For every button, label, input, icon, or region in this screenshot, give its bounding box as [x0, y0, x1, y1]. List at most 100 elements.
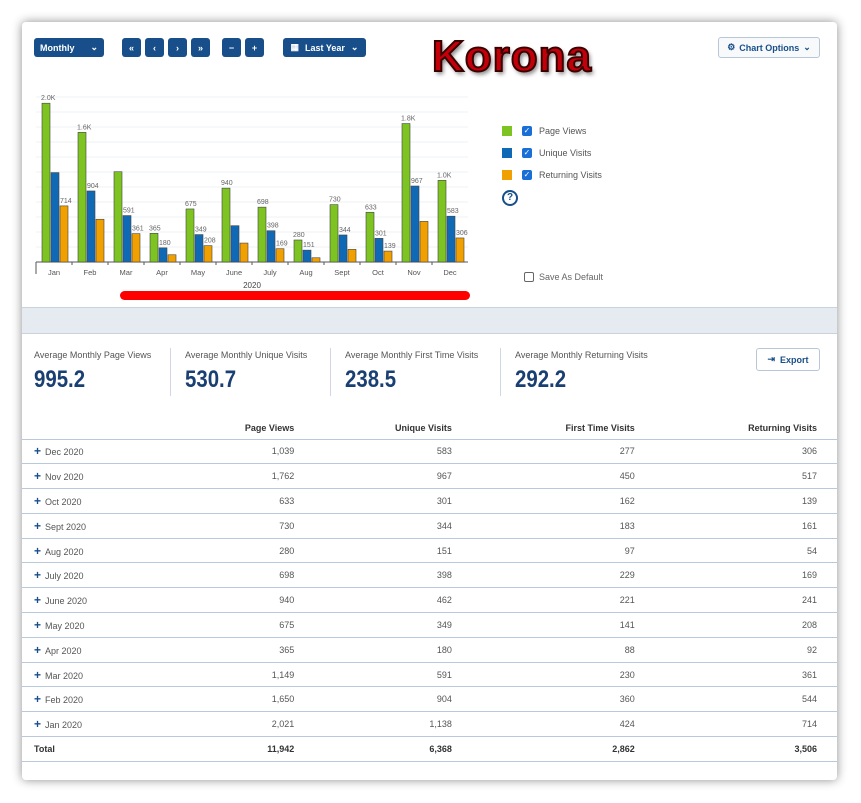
cell: 591: [314, 661, 472, 687]
stat-value: 238.5: [345, 366, 397, 393]
legend-label: Page Views: [539, 126, 587, 136]
help-icon[interactable]: ?: [502, 190, 518, 206]
legend-returning-visits[interactable]: ✓ Returning Visits: [502, 170, 602, 180]
bar-unique-visits: [338, 234, 348, 263]
checkbox-checked-icon[interactable]: ✓: [522, 126, 532, 136]
expand-icon[interactable]: +: [34, 593, 42, 608]
divider: [500, 348, 501, 396]
x-tick-label: Apr: [156, 268, 168, 277]
row-label[interactable]: + Sept 2020: [22, 512, 172, 539]
x-tick-label: July: [263, 268, 277, 277]
swatch: [502, 126, 512, 136]
cell-text: 904: [436, 694, 452, 705]
table-row[interactable]: + Nov 2020 1,762 967 450 517: [22, 463, 837, 489]
expand-icon[interactable]: +: [34, 543, 42, 558]
legend-unique-visits[interactable]: ✓ Unique Visits: [502, 148, 591, 158]
table-row[interactable]: + Dec 2020 1,039 583 277 306: [22, 438, 837, 464]
cell-text: Aug 2020: [45, 546, 84, 557]
table-row[interactable]: + July 2020 698 398 229 169: [22, 562, 837, 588]
zoom-out-button[interactable]: −: [222, 38, 241, 57]
prev-button[interactable]: ‹: [145, 38, 164, 57]
row-label[interactable]: + May 2020: [22, 612, 172, 638]
stat-page-views: Average Monthly Page Views 995.2: [34, 350, 151, 394]
first-button[interactable]: «: [122, 38, 141, 57]
cell-text: 139: [801, 495, 817, 506]
chart-options-label: Chart Options: [739, 42, 800, 53]
data-table: Page Views Unique Visits First Time Visits…: [22, 417, 837, 762]
expand-icon[interactable]: +: [34, 642, 42, 657]
row-label[interactable]: + Oct 2020: [22, 488, 172, 514]
checkbox-checked-icon[interactable]: ✓: [522, 170, 532, 180]
period-label: Monthly: [40, 42, 75, 53]
chart-options-button[interactable]: ⚙ Chart Options ⌄: [718, 37, 820, 58]
table-row[interactable]: + May 2020 675 349 141 208: [22, 612, 837, 638]
bar-page-views: [293, 239, 303, 263]
table-row[interactable]: + Feb 2020 1,650 904 360 544: [22, 686, 837, 712]
cell-text: 1,149: [271, 669, 295, 680]
bar-unique-visits: [302, 249, 312, 263]
cell: 1,149: [172, 661, 315, 687]
expand-icon[interactable]: +: [34, 617, 42, 632]
cell-text: 675: [279, 619, 295, 630]
row-label[interactable]: + Nov 2020: [22, 463, 172, 489]
expand-icon[interactable]: +: [34, 493, 42, 508]
save-default-label: Save As Default: [539, 272, 604, 282]
row-label[interactable]: + Feb 2020: [22, 686, 172, 712]
next-button[interactable]: ›: [168, 38, 187, 57]
cell: 714: [654, 711, 837, 737]
save-as-default-checkbox[interactable]: Save As Default: [524, 272, 603, 282]
checkbox-checked-icon[interactable]: ✓: [522, 148, 532, 158]
cell-text: July 2020: [45, 571, 84, 582]
export-button[interactable]: ⇥ Export: [756, 348, 820, 371]
row-label[interactable]: + July 2020: [22, 562, 172, 588]
expand-icon[interactable]: +: [34, 568, 42, 583]
stat-value: 530.7: [185, 366, 237, 393]
row-label[interactable]: + June 2020: [22, 587, 172, 613]
table-row[interactable]: + June 2020 940 462 221 241: [22, 587, 837, 613]
x-tick-label: June: [226, 268, 242, 277]
expand-icon[interactable]: +: [34, 444, 42, 459]
scroll-range-bar[interactable]: [120, 291, 470, 300]
row-label[interactable]: + Aug 2020: [22, 537, 172, 563]
cell-text: 92: [806, 644, 817, 655]
range-dropdown[interactable]: ▦ Last Year ⌄: [283, 38, 366, 57]
row-label[interactable]: + Jan 2020: [22, 711, 172, 737]
row-label[interactable]: + Dec 2020: [22, 438, 172, 464]
cell-text: 360: [619, 694, 635, 705]
bar-page-views: [149, 233, 159, 263]
data-label: 280: [293, 232, 305, 239]
expand-icon[interactable]: +: [34, 717, 42, 732]
cell-text: Dec 2020: [45, 447, 84, 458]
data-label: 967: [411, 178, 423, 185]
table-row[interactable]: + Oct 2020 633 301 162 139: [22, 488, 837, 514]
cell-text: Mar 2020: [45, 670, 84, 681]
table-row[interactable]: + Apr 2020 365 180 88 92: [22, 636, 837, 663]
expand-icon[interactable]: +: [34, 518, 42, 533]
expand-icon[interactable]: +: [34, 469, 42, 484]
zoom-in-button[interactable]: +: [245, 38, 264, 57]
table-row[interactable]: + Sept 2020 730 344 183 161: [22, 512, 837, 539]
row-label[interactable]: + Mar 2020: [22, 661, 172, 687]
row-label[interactable]: + Apr 2020: [22, 636, 172, 663]
period-dropdown[interactable]: Monthly ⌄: [34, 38, 104, 57]
total-row: Total 11,942 6,368 2,862 3,506: [22, 736, 837, 762]
cell-text: 208: [801, 619, 817, 630]
cell: 698: [172, 562, 315, 588]
cell: 360: [471, 686, 655, 712]
cell-text: 398: [436, 570, 452, 581]
checkbox[interactable]: [524, 272, 534, 282]
x-tick-label: Jan: [48, 268, 60, 277]
bar-returning-visits: [347, 249, 357, 263]
cell-text: 183: [619, 520, 635, 531]
expand-icon[interactable]: +: [34, 692, 42, 707]
data-label: 633: [365, 204, 377, 211]
cell-text: 583: [436, 446, 452, 457]
x-tick-label: Nov: [407, 268, 421, 277]
table-row[interactable]: + Mar 2020 1,149 591 230 361: [22, 661, 837, 687]
table-row[interactable]: + Jan 2020 2,021 1,138 424 714: [22, 711, 837, 737]
expand-icon[interactable]: +: [34, 667, 42, 682]
last-button[interactable]: »: [191, 38, 210, 57]
legend-page-views[interactable]: ✓ Page Views: [502, 126, 586, 136]
range-label: Last Year: [305, 42, 345, 53]
table-row[interactable]: + Aug 2020 280 151 97 54: [22, 537, 837, 563]
